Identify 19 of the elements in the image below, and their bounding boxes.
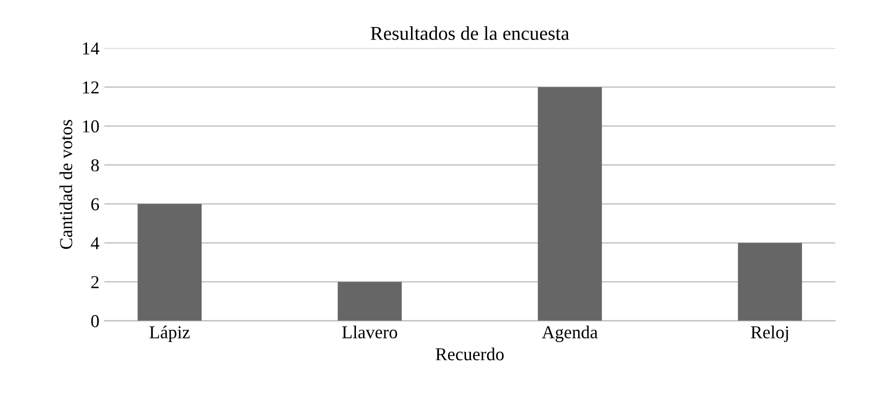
x-tick-label: Agenda xyxy=(542,326,598,342)
bar xyxy=(738,242,802,321)
x-tick-label: Llavero xyxy=(342,326,398,338)
x-tick-label: Reloj xyxy=(750,326,788,342)
bar xyxy=(138,204,202,321)
y-tick-label: 8 xyxy=(91,159,99,172)
y-tick-label: 0 xyxy=(91,315,99,328)
y-tick-label: 6 xyxy=(91,198,99,210)
bar xyxy=(338,282,402,321)
chart-title: Resultados de la encuesta xyxy=(370,26,570,40)
y-axis-title: Cantidad de votos xyxy=(60,120,72,249)
bar xyxy=(538,87,602,321)
y-tick-label: 4 xyxy=(90,237,100,250)
x-tick-label: Lápiz xyxy=(150,326,190,342)
y-tick-label: 2 xyxy=(91,276,99,288)
y-tick-label: 12 xyxy=(83,81,99,94)
x-axis-title: Recuerdo xyxy=(436,348,504,360)
y-tick-label: 14 xyxy=(83,42,100,54)
y-tick-label: 10 xyxy=(83,120,99,132)
